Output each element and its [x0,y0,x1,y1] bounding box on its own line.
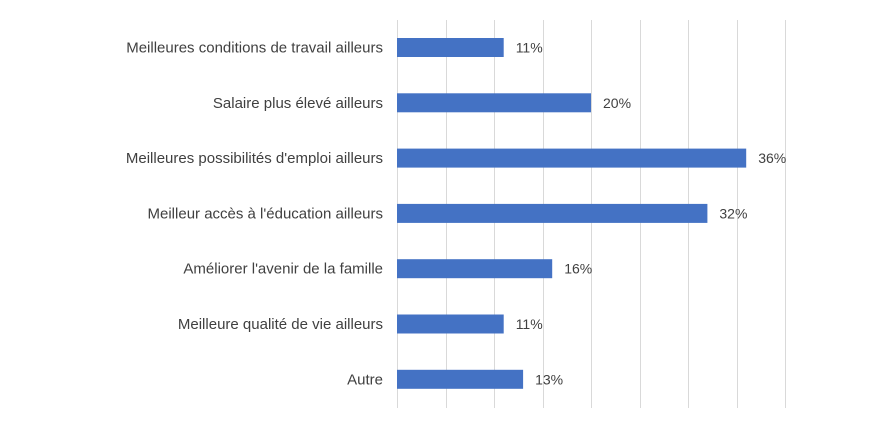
value-labels: 11% 20% 36% 32% 16% 11% 13% [516,40,787,388]
bar [397,369,524,389]
data-label: 16% [564,261,592,277]
bar [397,259,553,279]
bar [397,38,504,57]
category-label: Meilleures conditions de travail ailleur… [126,40,383,57]
category-label: Autre [347,371,383,388]
data-label: 11% [516,316,543,332]
bar [397,314,504,334]
bars-group [397,38,747,389]
bar [397,93,591,113]
category-label: Améliorer l'avenir de la famille [183,261,383,278]
data-label: 20% [603,95,631,111]
data-label: 36% [758,150,786,166]
data-label: 13% [535,371,563,387]
data-label: 11% [516,40,543,56]
category-label: Meilleure qualité de vie ailleurs [178,316,383,333]
bar [397,203,708,223]
bar [397,148,747,168]
category-label: Salaire plus élevé ailleurs [213,95,383,112]
category-label: Meilleur accès à l'éducation ailleurs [148,205,383,222]
data-label: 32% [719,205,747,221]
category-labels: Meilleures conditions de travail ailleur… [126,40,383,389]
category-label: Meilleures possibilités d'emploi ailleur… [126,150,383,167]
